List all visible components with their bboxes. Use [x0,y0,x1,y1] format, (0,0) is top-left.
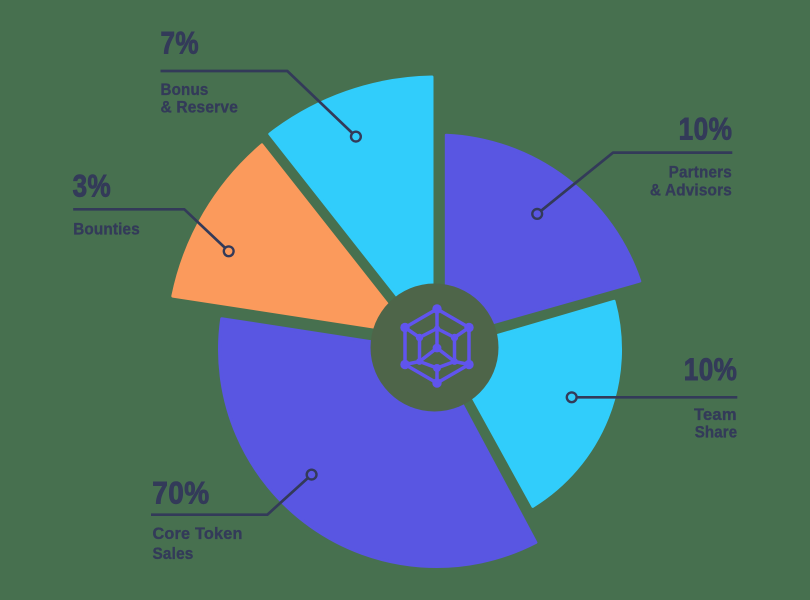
svg-text:Share: Share [695,423,738,442]
svg-text:Team: Team [694,405,737,424]
svg-text:3%: 3% [73,168,112,204]
svg-text:70%: 70% [152,474,209,510]
svg-text:7%: 7% [161,25,200,61]
svg-text:10%: 10% [679,111,733,147]
svg-text:Sales: Sales [153,544,194,563]
svg-text:10%: 10% [684,351,738,387]
svg-text:& Reserve: & Reserve [161,98,239,117]
svg-text:Partners: Partners [669,163,732,182]
svg-text:& Advisors: & Advisors [650,180,732,199]
svg-text:Core Token: Core Token [153,524,243,543]
svg-text:Bonus: Bonus [161,80,209,99]
svg-text:Bounties: Bounties [73,219,140,238]
